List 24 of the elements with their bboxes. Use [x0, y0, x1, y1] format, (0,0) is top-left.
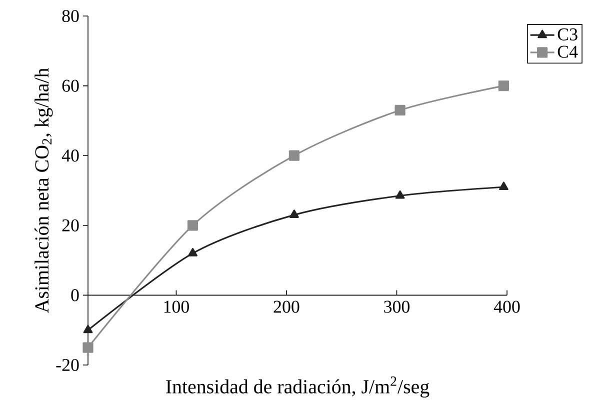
- point: [498, 80, 509, 92]
- x-tick-label: 400: [494, 300, 520, 313]
- point: [83, 324, 93, 334]
- x-tick-label: 100: [164, 300, 189, 313]
- point: [82, 342, 94, 353]
- x-tick-label: 300: [384, 300, 410, 313]
- point: [187, 220, 198, 231]
- point: [289, 210, 299, 218]
- legend-label: C3: [558, 28, 578, 40]
- x-axis-title: Intensidad de radiación, J/m$^{2}$/seg: [166, 376, 430, 398]
- point: [394, 104, 406, 116]
- point: [288, 150, 300, 161]
- y-tick-label: 40: [62, 150, 79, 162]
- point: [499, 182, 508, 190]
- x-tick-label: 200: [274, 300, 300, 313]
- y-tick-label: 80: [62, 10, 79, 22]
- y-tick-label: 0: [71, 289, 79, 302]
- y-tick-label: 20: [62, 219, 79, 232]
- y-axis-title: Asimilación neta CO$_{2}$, kg/ha/h: [34, 68, 53, 314]
- y-tick-label: 60: [62, 80, 79, 92]
- point: [395, 190, 405, 199]
- point: [188, 248, 198, 256]
- y-tick-label: -20: [56, 358, 79, 372]
- legend-label: C4: [558, 46, 578, 58]
